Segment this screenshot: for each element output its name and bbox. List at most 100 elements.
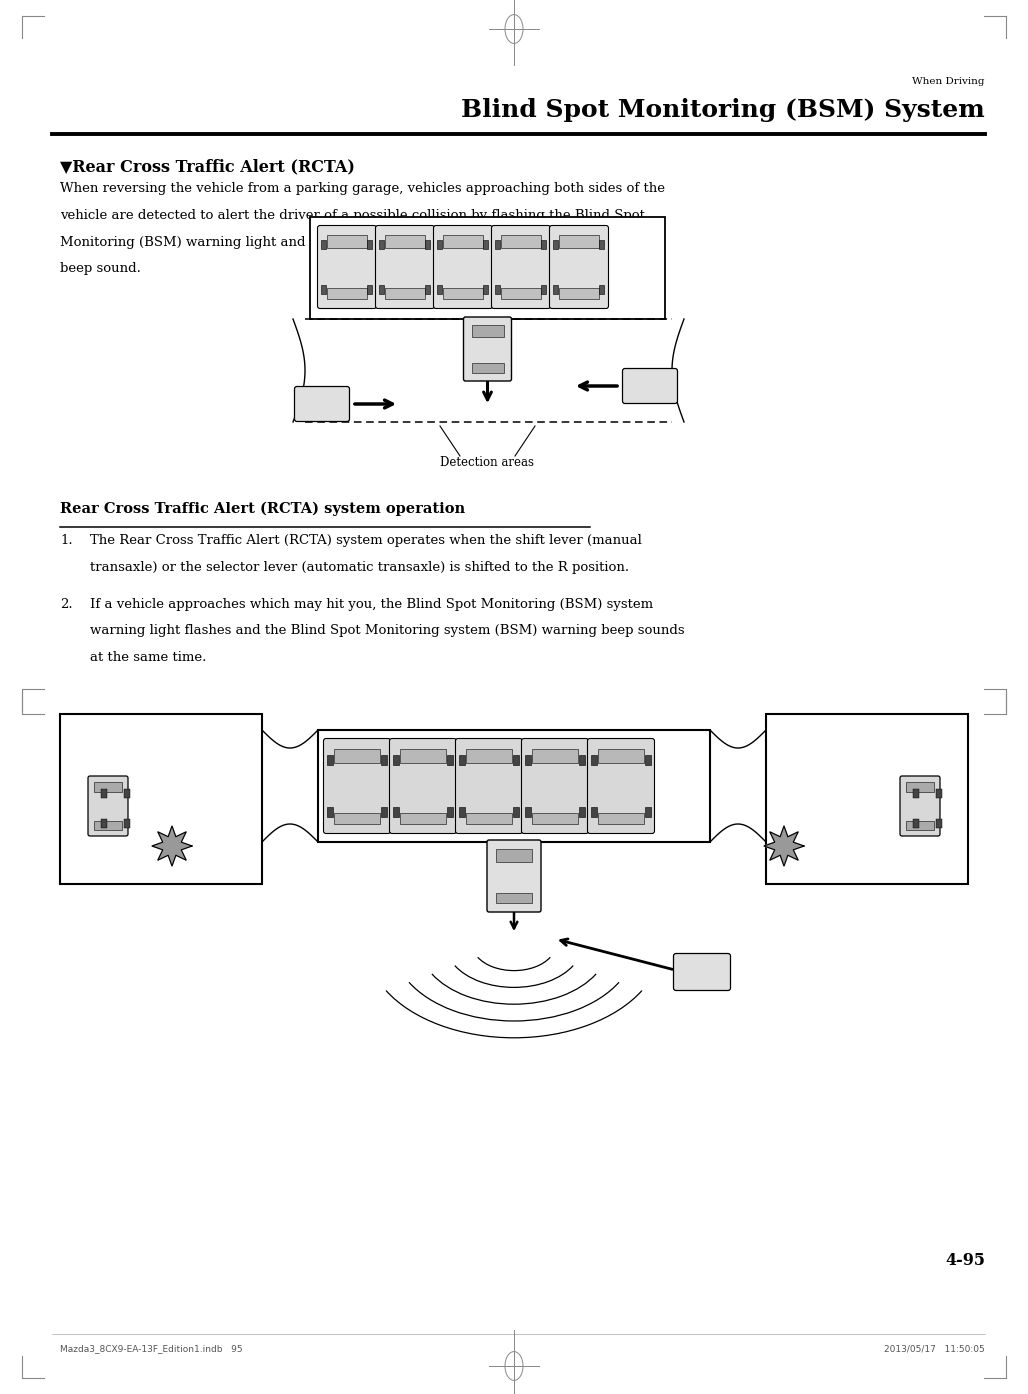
Bar bbox=[645, 807, 651, 817]
Bar bbox=[513, 807, 518, 817]
FancyBboxPatch shape bbox=[587, 739, 655, 834]
Bar bbox=[379, 284, 384, 294]
Bar bbox=[591, 756, 596, 765]
Bar bbox=[598, 749, 644, 763]
FancyBboxPatch shape bbox=[491, 226, 551, 308]
Bar bbox=[495, 894, 533, 903]
Bar bbox=[327, 807, 332, 817]
Bar bbox=[400, 749, 446, 763]
Bar bbox=[458, 807, 465, 817]
Bar bbox=[60, 714, 262, 884]
Bar bbox=[437, 240, 442, 250]
Polygon shape bbox=[764, 827, 804, 866]
Bar bbox=[425, 284, 430, 294]
FancyBboxPatch shape bbox=[318, 226, 376, 308]
Bar bbox=[495, 240, 500, 250]
Bar bbox=[541, 240, 546, 250]
FancyBboxPatch shape bbox=[900, 776, 940, 836]
Text: beep sound.: beep sound. bbox=[60, 262, 141, 276]
Bar bbox=[533, 749, 578, 763]
Bar bbox=[541, 284, 546, 294]
Bar bbox=[913, 820, 919, 828]
FancyBboxPatch shape bbox=[375, 226, 435, 308]
Bar bbox=[495, 849, 533, 861]
Text: Blind Spot Monitoring (BSM) System: Blind Spot Monitoring (BSM) System bbox=[462, 98, 985, 123]
Bar bbox=[458, 756, 465, 765]
Text: The Rear Cross Traffic Alert (RCTA) system operates when the shift lever (manual: The Rear Cross Traffic Alert (RCTA) syst… bbox=[90, 534, 641, 546]
Bar bbox=[425, 240, 430, 250]
Bar bbox=[645, 756, 651, 765]
Bar bbox=[579, 756, 585, 765]
Bar bbox=[379, 240, 384, 250]
Bar bbox=[334, 813, 380, 824]
Bar bbox=[321, 240, 326, 250]
Text: ▼Rear Cross Traffic Alert (RCTA): ▼Rear Cross Traffic Alert (RCTA) bbox=[60, 158, 355, 176]
Bar bbox=[367, 240, 372, 250]
FancyBboxPatch shape bbox=[550, 226, 609, 308]
Bar bbox=[447, 807, 452, 817]
Bar bbox=[553, 284, 558, 294]
Bar bbox=[937, 789, 942, 797]
Bar bbox=[525, 807, 530, 817]
FancyBboxPatch shape bbox=[324, 739, 391, 834]
FancyBboxPatch shape bbox=[623, 368, 677, 403]
Bar bbox=[443, 289, 483, 298]
Text: at the same time.: at the same time. bbox=[90, 651, 207, 664]
Bar bbox=[579, 807, 585, 817]
FancyBboxPatch shape bbox=[88, 776, 128, 836]
Bar bbox=[599, 240, 604, 250]
Bar bbox=[937, 820, 942, 828]
Bar bbox=[124, 820, 130, 828]
Bar bbox=[393, 756, 399, 765]
Bar bbox=[327, 289, 367, 298]
Text: vehicle are detected to alert the driver of a possible collision by flashing the: vehicle are detected to alert the driver… bbox=[60, 209, 645, 222]
Polygon shape bbox=[152, 827, 192, 866]
Bar bbox=[906, 821, 934, 829]
Bar bbox=[913, 789, 919, 797]
Bar bbox=[553, 240, 558, 250]
Bar bbox=[386, 236, 425, 248]
Bar bbox=[466, 813, 512, 824]
FancyBboxPatch shape bbox=[521, 739, 588, 834]
Text: Your vehicle: Your vehicle bbox=[451, 226, 524, 238]
Bar bbox=[533, 813, 578, 824]
FancyBboxPatch shape bbox=[434, 226, 492, 308]
Bar bbox=[334, 749, 380, 763]
Bar bbox=[94, 821, 122, 829]
Bar bbox=[437, 284, 442, 294]
Text: 4-95: 4-95 bbox=[945, 1252, 985, 1269]
Bar bbox=[599, 284, 604, 294]
Text: If a vehicle approaches which may hit you, the Blind Spot Monitoring (BSM) syste: If a vehicle approaches which may hit yo… bbox=[90, 598, 653, 611]
Bar bbox=[906, 782, 934, 792]
Text: Detection areas: Detection areas bbox=[441, 456, 535, 468]
FancyBboxPatch shape bbox=[455, 739, 522, 834]
Bar bbox=[310, 217, 665, 319]
Bar bbox=[124, 789, 130, 797]
Bar bbox=[94, 782, 122, 792]
Bar bbox=[559, 289, 599, 298]
Text: transaxle) or the selector lever (automatic transaxle) is shifted to the R posit: transaxle) or the selector lever (automa… bbox=[90, 560, 629, 574]
Text: Monitoring (BSM) warning light and activating the Blind Spot Monitoring (BSM) wa: Monitoring (BSM) warning light and activ… bbox=[60, 236, 662, 248]
Bar bbox=[400, 813, 446, 824]
Bar bbox=[559, 236, 599, 248]
Text: 2.: 2. bbox=[60, 598, 73, 611]
Bar bbox=[327, 236, 367, 248]
Bar bbox=[483, 240, 488, 250]
Bar bbox=[513, 756, 518, 765]
Bar bbox=[472, 325, 504, 337]
FancyBboxPatch shape bbox=[390, 739, 456, 834]
FancyBboxPatch shape bbox=[294, 386, 350, 421]
Bar bbox=[327, 756, 332, 765]
Bar bbox=[386, 289, 425, 298]
Bar bbox=[318, 730, 710, 842]
Bar bbox=[472, 362, 504, 374]
Bar bbox=[598, 813, 644, 824]
FancyBboxPatch shape bbox=[673, 953, 731, 991]
Bar bbox=[101, 789, 107, 797]
Bar bbox=[321, 284, 326, 294]
Bar bbox=[495, 284, 500, 294]
Text: 1.: 1. bbox=[60, 534, 73, 546]
FancyBboxPatch shape bbox=[464, 316, 512, 381]
Text: Mazda3_8CX9-EA-13F_Edition1.indb   95: Mazda3_8CX9-EA-13F_Edition1.indb 95 bbox=[60, 1344, 243, 1354]
Bar bbox=[501, 236, 541, 248]
